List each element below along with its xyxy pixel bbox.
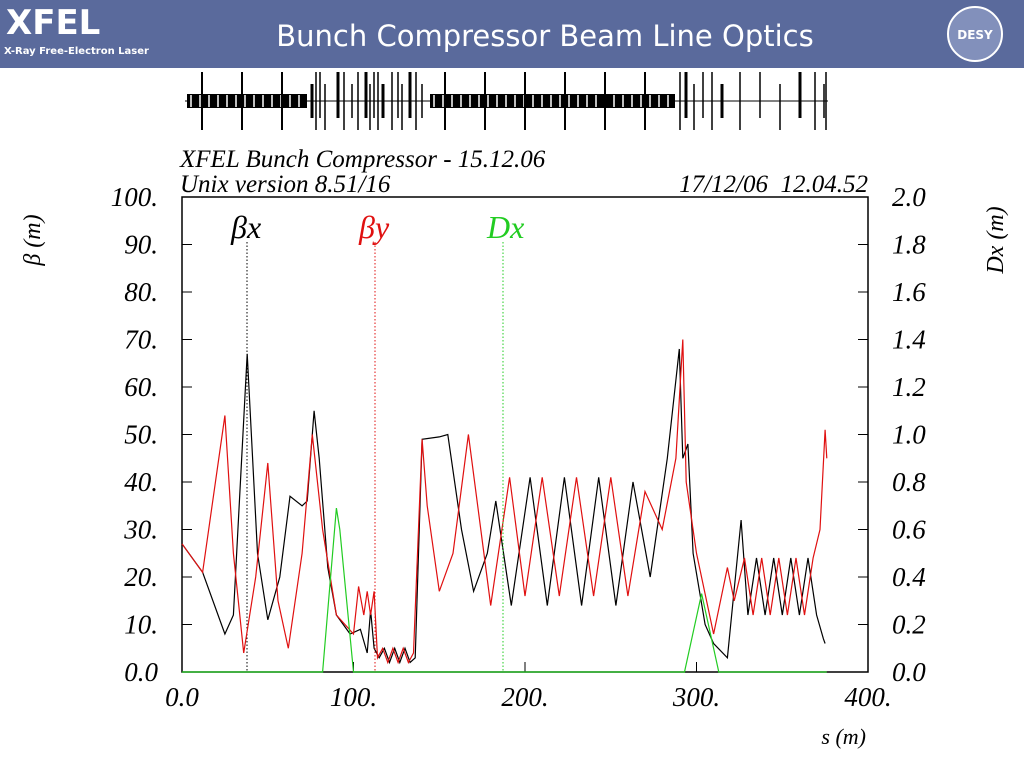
y-tick-label: 100.: [111, 182, 158, 212]
legend-label: βx: [230, 209, 261, 245]
logo-subtitle: X-Ray Free-Electron Laser: [4, 46, 149, 57]
y2-tick-label: 0.2: [892, 610, 926, 640]
timestamp: 17/12/06 12.04.52: [679, 171, 868, 198]
x-tick-label: 400.: [844, 682, 891, 712]
y2-tick-label: 1.0: [892, 420, 926, 450]
desy-text: DESY: [957, 28, 993, 42]
x-axis-label: s (m): [821, 724, 866, 749]
y2-tick-label: 1.2: [892, 372, 926, 402]
y2-tick-label: 0.6: [892, 515, 926, 545]
magnet-block: [430, 94, 675, 108]
plot-frame: [181, 196, 869, 673]
y-tick-label: 70.: [124, 325, 158, 355]
y2-tick-label: 0.8: [892, 467, 926, 497]
y-tick-label: 80.: [124, 277, 158, 307]
series-line: [182, 508, 827, 673]
y-axis-label: β (m): [20, 214, 46, 266]
y2-axis-label: Dx (m): [983, 206, 1009, 274]
y2-tick-label: 0.0: [892, 657, 926, 687]
lattice: [185, 72, 828, 130]
logo: XFEL: [6, 3, 100, 43]
chart-title: XFEL Bunch Compressor - 15.12.06: [179, 146, 546, 173]
y-tick-label: 50.: [124, 420, 158, 450]
y-tick-label: 10.: [124, 610, 158, 640]
y2-tick-label: 1.6: [892, 277, 926, 307]
y2-tick-label: 1.4: [892, 325, 926, 355]
x-tick-label: 200.: [501, 682, 548, 712]
y2-tick-label: 2.0: [892, 182, 926, 212]
x-tick-label: 300.: [672, 682, 720, 712]
y-tick-label: 40.: [124, 467, 158, 497]
magnet-block: [187, 94, 307, 108]
y-tick-label: 30.: [123, 515, 158, 545]
x-tick-label: 0.0: [165, 682, 199, 712]
legend-label: Dx: [486, 209, 524, 245]
y-tick-label: 20.: [124, 562, 158, 592]
header-title: Bunch Compressor Beam Line Optics: [276, 19, 813, 53]
legend-label: βy: [358, 209, 390, 245]
desy-logo: [947, 6, 1003, 62]
y2-tick-label: 1.8: [892, 230, 926, 260]
y-tick-label: 0.0: [124, 657, 158, 687]
y-tick-label: 90.: [124, 230, 158, 260]
series-line: [181, 348, 826, 665]
series-line: [181, 339, 828, 665]
header-bar: [0, 0, 1024, 68]
y-tick-label: 60.: [124, 372, 158, 402]
chart-subtitle: Unix version 8.51/16: [180, 171, 391, 198]
y2-tick-label: 0.4: [892, 562, 926, 592]
x-tick-label: 100.: [330, 682, 377, 712]
